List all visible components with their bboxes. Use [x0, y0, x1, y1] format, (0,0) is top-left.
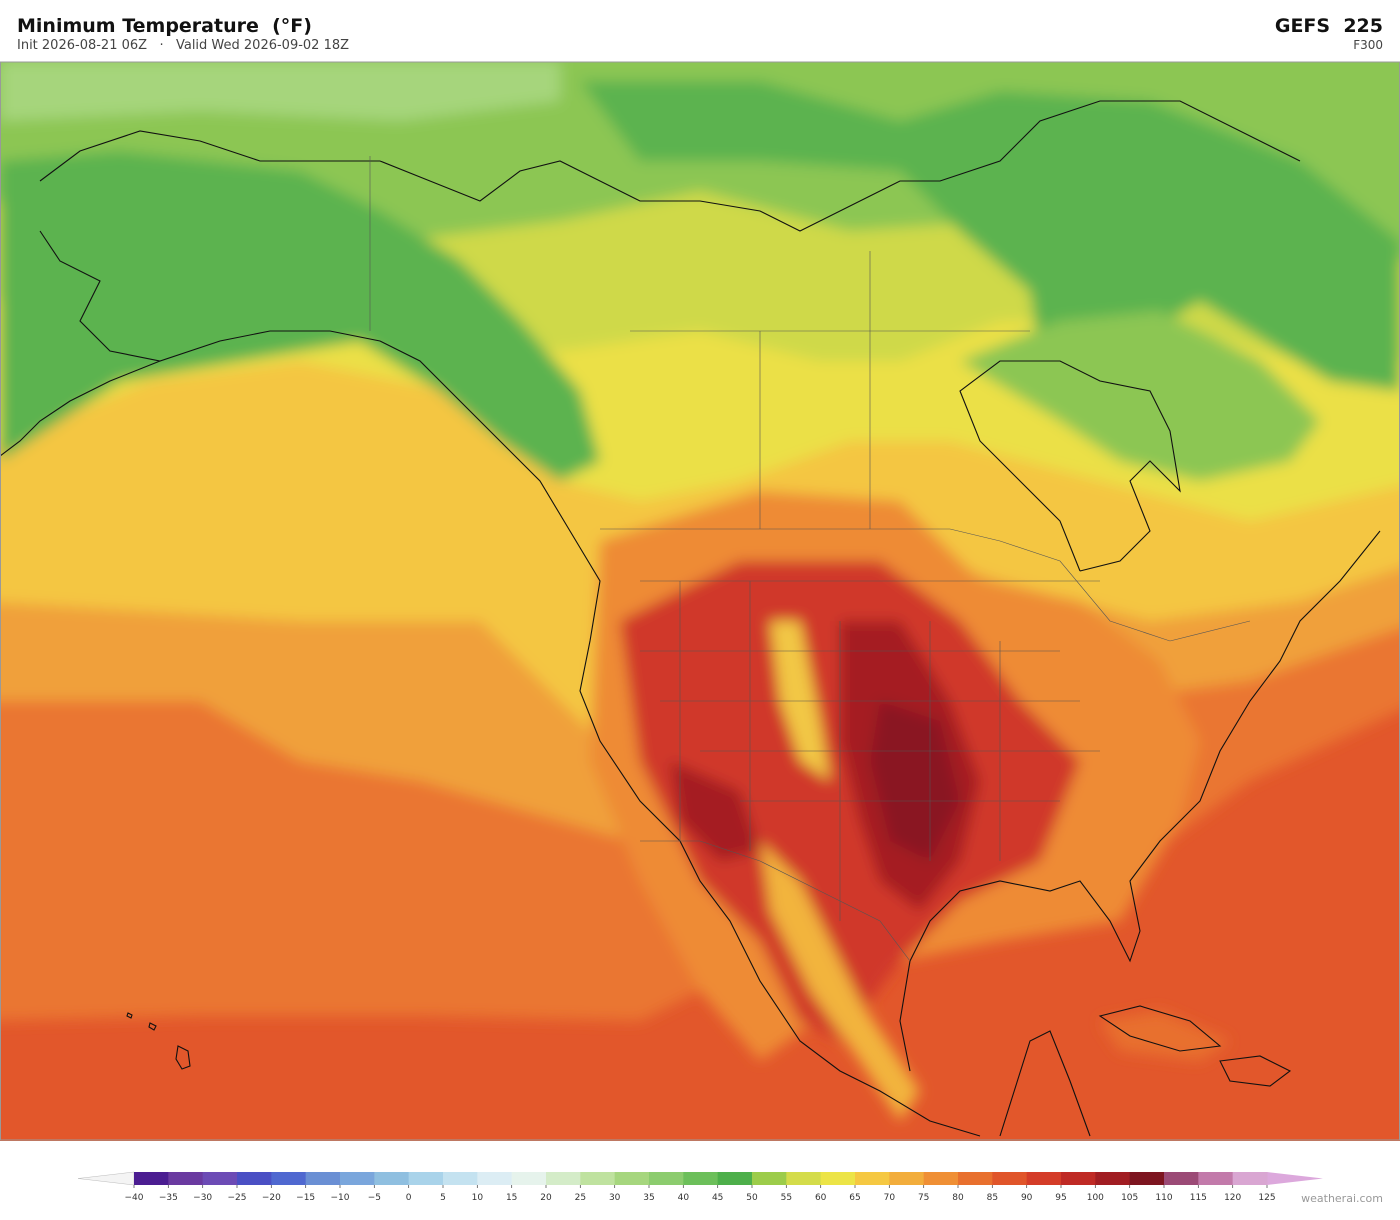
- map: [0, 61, 1400, 1141]
- coastline: [0, 100, 1381, 1137]
- colorbar-segment: [683, 1172, 719, 1185]
- field-band: [870, 701, 960, 861]
- colorbar-segment: [237, 1172, 272, 1185]
- border-line: [640, 580, 1100, 921]
- colorbar-tick-label: 70: [884, 1193, 896, 1203]
- colorbar-segment: [1026, 1172, 1062, 1185]
- colorbar-tick-label: 125: [1258, 1193, 1275, 1203]
- colorbar-tick-label: −35: [159, 1193, 178, 1203]
- colorbar-tick-label: 80: [952, 1193, 964, 1203]
- colorbar-extend-high: [1267, 1172, 1323, 1185]
- colorbar-tick-label: 75: [918, 1193, 929, 1203]
- colorbar-segment: [546, 1172, 581, 1185]
- colorbar-segment: [614, 1172, 650, 1185]
- field-band: [580, 81, 1400, 391]
- colorbar-tick-label: 30: [609, 1193, 621, 1203]
- colorbar-segment: [511, 1172, 547, 1185]
- colorbar-segment: [889, 1172, 925, 1185]
- colorbar-tick-label: 20: [540, 1193, 552, 1203]
- colorbar-segment: [374, 1172, 410, 1185]
- colorbar-tick-label: 100: [1087, 1193, 1104, 1203]
- subtitle: Init 2026-08-21 06Z · Valid Wed 2026-09-…: [17, 38, 350, 53]
- colorbar-tick-label: −25: [228, 1193, 247, 1203]
- colorbar-tick-label: 10: [472, 1193, 484, 1203]
- colorbar-segment: [1198, 1172, 1234, 1185]
- colorbar-tick-label: −20: [262, 1193, 281, 1203]
- colorbar-segment: [752, 1172, 787, 1185]
- colorbar-tick-label: −5: [368, 1193, 381, 1203]
- colorbar-tick-label: −40: [125, 1193, 144, 1203]
- field-band: [670, 761, 760, 861]
- colorbar-segment: [1061, 1172, 1096, 1185]
- title: Minimum Temperature (°F): [17, 15, 312, 37]
- colorbar-tick-label: 40: [678, 1193, 690, 1203]
- colorbar-segment: [340, 1172, 375, 1185]
- colorbar-tick-label: 60: [815, 1193, 827, 1203]
- colorbar-tick-label: −30: [193, 1193, 212, 1203]
- colorbar-tick-label: 50: [746, 1193, 758, 1203]
- colorbar-segment: [477, 1172, 513, 1185]
- colorbar-tick-label: 65: [849, 1193, 860, 1203]
- colorbar-tick-label: 45: [712, 1193, 723, 1203]
- colorbar: −40 −35 −30 −25 −20 −15 −10 −5 0 5 10 15 20 25 30 35 40 4…: [77, 1171, 1323, 1203]
- colorbar-segment: [271, 1172, 307, 1185]
- watermark: weatherai.com: [1301, 1192, 1383, 1205]
- colorbar-tick-label: 35: [643, 1193, 654, 1203]
- forecast-hour: F300: [1353, 38, 1383, 52]
- colorbar-segment: [202, 1172, 238, 1185]
- model-name: GEFS 225: [1274, 15, 1383, 37]
- colorbar-segment: [786, 1172, 822, 1185]
- field-band: [960, 311, 1320, 481]
- colorbar-segment: [649, 1172, 684, 1185]
- field-band: [0, 62, 560, 121]
- colorbar-tick-label: 105: [1121, 1193, 1138, 1203]
- colorbar-segment: [134, 1172, 169, 1185]
- colorbar-tick-label: 0: [406, 1193, 412, 1203]
- colorbar-segment: [168, 1172, 204, 1185]
- colorbar-tick-label: 95: [1055, 1193, 1066, 1203]
- colorbar-tick-label: 55: [781, 1193, 792, 1203]
- colorbar-segment: [958, 1172, 993, 1185]
- colorbar-segment: [1129, 1172, 1165, 1185]
- colorbar-tick-label: 90: [1021, 1193, 1033, 1203]
- colorbar-tick-label: 85: [987, 1193, 998, 1203]
- colorbar-tick-label: 120: [1224, 1193, 1241, 1203]
- colorbar-tick-label: 15: [506, 1193, 517, 1203]
- island: [126, 1012, 191, 1070]
- temperature-field: [0, 62, 1400, 1141]
- colorbar-segment: [408, 1172, 444, 1185]
- colorbar-segment: [443, 1172, 478, 1185]
- colorbar-tick-label: −10: [331, 1193, 350, 1203]
- colorbar-segment: [1164, 1172, 1199, 1185]
- coastline-segment: [0, 360, 1292, 1087]
- colorbar-tick-label: 110: [1155, 1193, 1172, 1203]
- colorbar-segment: [992, 1172, 1028, 1185]
- coastline-segment: [39, 100, 1381, 1137]
- colorbar-extend-low: [77, 1171, 135, 1186]
- field-band: [0, 151, 600, 481]
- border-line: [369, 156, 1251, 962]
- colorbar-segment: [1095, 1172, 1131, 1185]
- colorbar-segment: [1232, 1172, 1268, 1185]
- colorbar-segment: [820, 1172, 856, 1185]
- colorbar-segment: [580, 1172, 616, 1185]
- colorbar-segment: [923, 1172, 959, 1185]
- colorbar-tick-label: −15: [296, 1193, 315, 1203]
- colorbar-segment: [305, 1172, 341, 1185]
- borders: [369, 156, 1251, 962]
- colorbar-tick-label: 25: [575, 1193, 586, 1203]
- colorbar-tick-label: 5: [440, 1193, 446, 1203]
- colorbar-tick-label: 115: [1190, 1193, 1207, 1203]
- field-band: [760, 841, 920, 1121]
- colorbar-segment: [855, 1172, 890, 1185]
- colorbar-segment: [717, 1172, 753, 1185]
